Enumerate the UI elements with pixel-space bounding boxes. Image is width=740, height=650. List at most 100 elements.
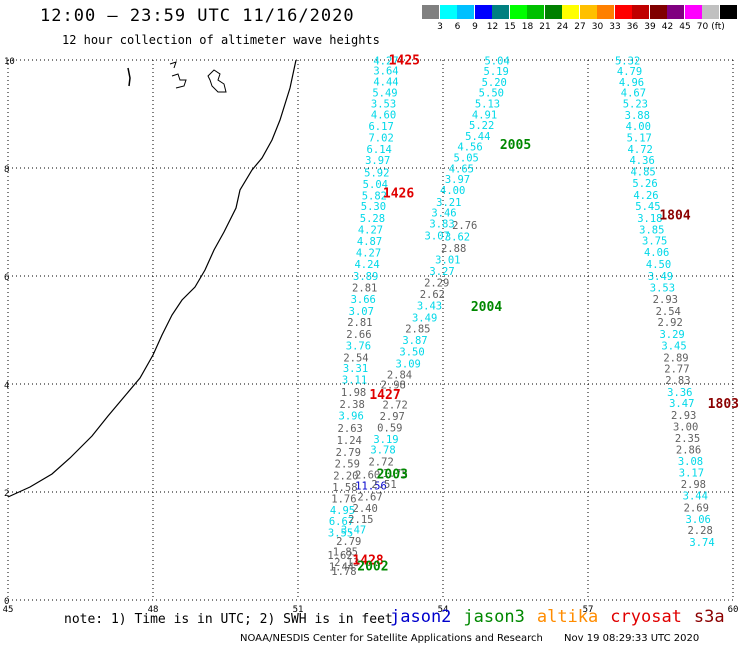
wave-height-value: 5.32 — [615, 55, 640, 67]
legend-swatch — [457, 5, 474, 19]
footnote: note: 1) Time is in UTC; 2) SWH is in fe… — [64, 612, 393, 627]
wave-height-value: 2.76 — [452, 220, 477, 232]
page-title: 12:00 — 23:59 UTC 11/16/2020 — [40, 6, 355, 26]
wave-height-value: 7.02 — [368, 133, 393, 145]
legend-label: 45 — [679, 22, 691, 32]
lat-tick-label: 2 — [4, 489, 9, 499]
page-subtitle: 12 hour collection of altimeter wave hei… — [62, 33, 380, 47]
island-shape — [127, 67, 131, 87]
lat-tick-label: 6 — [4, 273, 9, 283]
wave-height-value: 2.15 — [348, 514, 373, 526]
lon-tick-label: 45 — [3, 605, 14, 615]
pass-label: 1804 — [659, 208, 690, 223]
wave-height-value: 1.85 — [333, 547, 358, 559]
legend-label: 12 — [486, 22, 499, 32]
wave-height-value: 3.87 — [402, 335, 427, 347]
pass-labels: 1425 1426 1427 1428 2005 2004 2003 2002 1804 1803 — [352, 53, 739, 574]
pass-label: 2002 — [357, 559, 388, 574]
wave-height-value: 2.81 — [347, 317, 372, 329]
legend-swatch — [544, 5, 562, 19]
wave-height-value: 2.92 — [658, 317, 683, 329]
legend-swatch — [667, 5, 684, 19]
wave-height-value: 3.43 — [417, 300, 442, 312]
legend-label: 15 — [504, 22, 516, 32]
wave-height-value: 5.04 — [484, 55, 509, 67]
legend-label: 9 — [472, 22, 478, 32]
wave-height-value: 2.89 — [663, 352, 688, 364]
wave-height-value: 4.96 — [619, 77, 644, 89]
wave-height-value: 4.67 — [621, 88, 646, 100]
wave-height-value: 5.30 — [361, 201, 386, 213]
wave-height-value: 3.55 — [328, 527, 353, 539]
wave-height-value: 3.83 — [429, 218, 454, 230]
satellite-legend: jason2 jason3 altika cryosat s3a — [390, 607, 737, 627]
wave-height-value: 5.04 — [363, 179, 388, 191]
legend-swatch — [614, 5, 632, 19]
wave-height-value: 3.47 — [341, 525, 366, 537]
wave-height-value: 5.50 — [479, 88, 504, 100]
wave-height-value: 2.38 — [339, 399, 364, 411]
wave-height-value: 1.98 — [341, 387, 366, 399]
wave-height-value: 3.44 — [683, 491, 708, 503]
wave-height-value: 2.84 — [387, 370, 412, 382]
wave-height-value: 2.51 — [371, 479, 396, 491]
legend-swatch — [527, 5, 544, 19]
wave-height-value: 3.64 — [373, 66, 398, 78]
coastline — [7, 59, 297, 498]
wave-height-value: 4.27 — [356, 248, 381, 260]
legend-label: 42 — [661, 22, 674, 32]
wave-height-value: 4.50 — [646, 259, 671, 271]
wave-height-value: 4.91 — [472, 109, 497, 121]
lon-tick-label: 54 — [438, 605, 449, 615]
legend-label: 33 — [609, 22, 621, 32]
wave-height-value: 5.92 — [364, 168, 389, 180]
wave-height-value: 5.82 — [362, 190, 387, 202]
wave-height-value: 5.05 — [454, 153, 479, 165]
axis-tick-labels: 45 48 51 54 57 60 0 2 4 6 8 10 — [3, 57, 739, 615]
wave-height-value: 1.24 — [337, 435, 362, 447]
wave-height-value: 3.19 — [373, 434, 398, 446]
legend-swatch — [579, 5, 597, 19]
satellite-name: jason3 — [463, 607, 525, 627]
lat-tick-label: 10 — [4, 57, 15, 67]
pass-label: 2003 — [377, 468, 408, 483]
wave-height-value: 3.07 — [425, 230, 450, 242]
wave-height-value: 2.29 — [424, 277, 449, 289]
legend-swatch — [684, 5, 702, 19]
wave-height-value: 5.26 — [632, 178, 657, 190]
wave-height-value: 2.63 — [338, 423, 363, 435]
wave-height-value: 3.50 — [399, 346, 424, 358]
satellite-name: cryosat — [610, 607, 682, 627]
wave-height-value: 5.13 — [475, 99, 500, 111]
lon-tick-label: 60 — [728, 605, 739, 615]
legend-label: 30 — [591, 22, 604, 32]
wave-height-value: 5.49 — [372, 88, 397, 100]
legend-swatch — [632, 5, 649, 19]
wave-height-value: 3.18 — [637, 213, 662, 225]
lat-tick-label: 4 — [4, 381, 9, 391]
wave-height-value: 2.54 — [656, 306, 681, 318]
legend-swatch — [509, 5, 527, 19]
wave-height-value: 2.59 — [335, 459, 360, 471]
legend-swatch — [474, 5, 492, 19]
legend-label: 39 — [644, 22, 656, 32]
wave-height-value: 2.13 — [334, 557, 359, 569]
wave-height-value: 3.17 — [679, 467, 704, 479]
legend-swatch — [719, 5, 737, 19]
lat-tick-label: 8 — [4, 165, 9, 175]
wave-height-value: 3.07 — [349, 306, 374, 318]
wave-height-value: 3.08 — [678, 456, 703, 468]
wave-height-value: 3.01 — [435, 255, 460, 267]
wave-height-value: 4.00 — [440, 185, 465, 197]
legend-label: 18 — [521, 22, 534, 32]
wave-height-value: 4.85 — [630, 167, 655, 179]
wave-height-value: 3.47 — [669, 398, 694, 410]
wave-height-value: 2.93 — [653, 294, 678, 306]
pass-label: 1425 — [389, 53, 420, 68]
wave-height-value: 2.93 — [671, 410, 696, 422]
wave-height-value: 3.96 — [339, 411, 364, 423]
wave-height-value: 3.97 — [445, 174, 470, 186]
wave-height-value: 3.36 — [667, 387, 692, 399]
wave-height-value: 4.24 — [354, 259, 379, 271]
wave-height-value: 2.66 — [346, 329, 371, 341]
